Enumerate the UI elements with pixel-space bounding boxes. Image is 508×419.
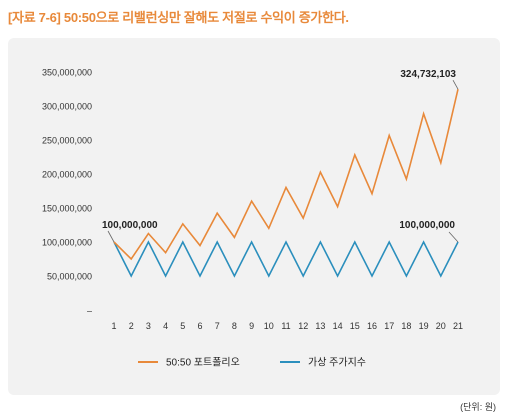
annotation-label: 100,000,000 [102,220,158,231]
x-tick-label: 11 [281,321,290,331]
x-tick-label: 10 [264,321,274,331]
x-tick-label: 16 [367,321,377,331]
x-tick-label: 8 [232,321,237,331]
y-tick-label: 300,000,000 [42,102,92,112]
x-tick-label: 1 [111,321,116,331]
series-line-portfolio [113,89,459,261]
x-tick-label: 21 [453,321,463,331]
x-tick-label: 15 [350,321,360,331]
y-tick-label: 100,000,000 [42,238,92,248]
x-tick-label: 18 [401,321,411,331]
y-tick-label: 250,000,000 [42,136,92,146]
unit-note: (단위: 원) [460,402,496,412]
annotation-label: 100,000,000 [399,220,455,231]
annotation-label: 324,732,103 [400,69,456,80]
x-tick-label: 5 [180,321,185,331]
x-tick-label: 6 [197,321,202,331]
x-tick-label: 20 [436,321,446,331]
figure-title: [자료 7-6] 50:50으로 리밸런싱만 잘해도 저절로 수익이 증가한다. [8,10,349,25]
annotation-leader [448,231,459,243]
annotation-leader [452,79,459,90]
x-tick-label: 3 [146,321,151,331]
y-tick-label: 200,000,000 [42,170,92,180]
y-tick-label: 150,000,000 [42,204,92,214]
x-tick-label: 13 [315,321,325,331]
x-tick-label: 17 [384,321,394,331]
legend-label: 50:50 포트폴리오 [166,357,240,369]
y-tick-label: 350,000,000 [42,68,92,78]
x-tick-label: 12 [298,321,308,331]
line-chart: – 50,000,000 100,000,000 150,000,000 200,000… [42,68,463,369]
chart-panel: – 50,000,000 100,000,000 150,000,000 200,000… [8,38,500,395]
legend-label: 가상 주가지수 [308,357,366,369]
x-tick-label: 7 [215,321,220,331]
x-tick-label: 9 [249,321,254,331]
annotation-leader [107,230,115,243]
series-line-index [113,240,459,278]
x-tick-label: 19 [419,321,429,331]
x-tick-label: 14 [333,321,343,331]
x-tick-label: 4 [163,321,168,331]
y-tick-label: 50,000,000 [47,272,92,282]
x-tick-label: 2 [129,321,134,331]
y-tick-label: – [87,306,92,316]
